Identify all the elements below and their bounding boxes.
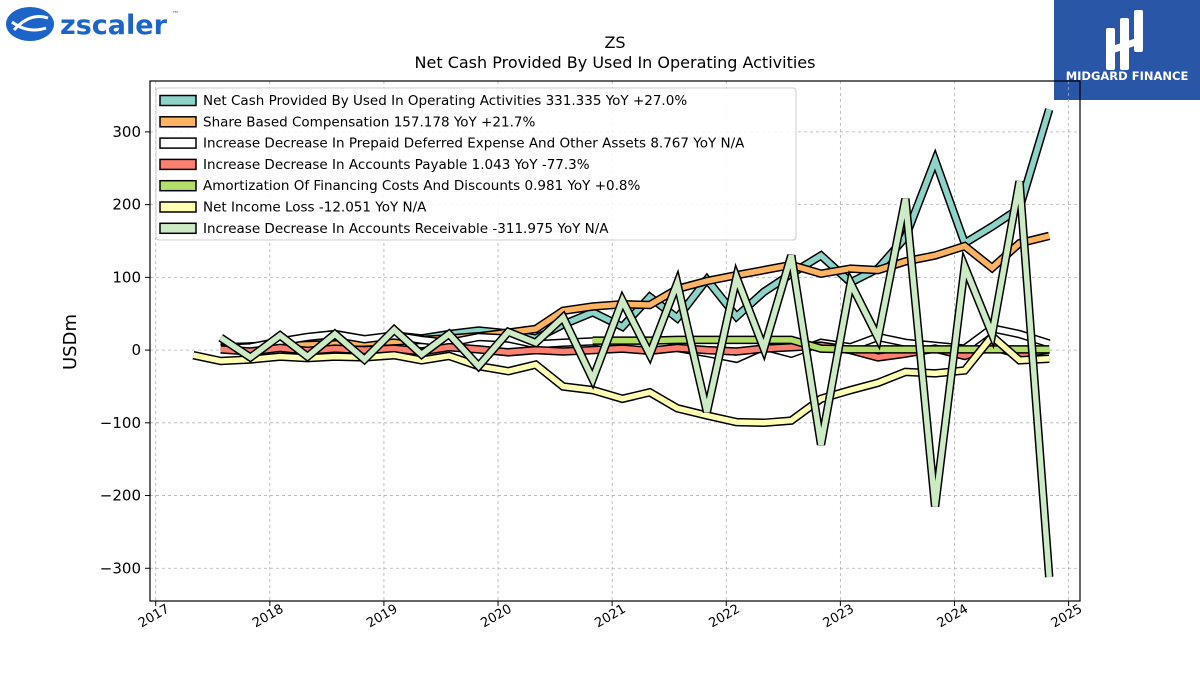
legend-entry-1: Share Based Compensation 157.178 YoY +21… xyxy=(203,114,535,130)
zscaler-logo-trademark: ™ xyxy=(172,10,179,18)
y-axis-label: USDm xyxy=(60,314,81,370)
midgard-logo-mark xyxy=(1106,10,1143,70)
series-layer xyxy=(192,108,1054,578)
legend-entry-3: Increase Decrease In Accounts Payable 1.… xyxy=(203,157,590,173)
x-tick-label: 2022 xyxy=(707,602,743,632)
legend-entry-4: Amortization Of Financing Costs And Disc… xyxy=(203,178,640,194)
chart-subtitle: Net Cash Provided By Used In Operating A… xyxy=(415,53,816,72)
y-tick-label: −200 xyxy=(100,487,141,505)
x-tick-label: 2023 xyxy=(821,602,857,632)
x-tick-label: 2021 xyxy=(592,602,628,632)
legend-swatch-1 xyxy=(159,116,197,128)
midgard-logo-text: MIDGARD FINANCE xyxy=(1066,69,1189,83)
series-line-5 xyxy=(192,332,1050,426)
legend-entry-2: Increase Decrease In Prepaid Deferred Ex… xyxy=(203,136,745,152)
series-line-6 xyxy=(219,180,1052,578)
zscaler-logo-text: zscaler xyxy=(60,10,168,41)
legend-swatch-3 xyxy=(159,158,197,171)
series-line-4 xyxy=(592,337,1050,353)
midgard-finance-logo: MIDGARD FINANCE xyxy=(1054,0,1200,100)
y-tick-label: 200 xyxy=(112,196,141,214)
legend-swatch-2 xyxy=(159,137,197,149)
legend-swatch-4 xyxy=(159,179,197,192)
legend-entry-6: Increase Decrease In Accounts Receivable… xyxy=(203,221,609,237)
legend-swatch-5 xyxy=(159,201,197,213)
y-tick-label: 300 xyxy=(112,123,141,141)
legend-entry-5: Net Income Loss -12.051 YoY N/A xyxy=(203,200,427,216)
chart-title: ZS xyxy=(604,33,625,52)
y-tick-label: −300 xyxy=(100,559,141,577)
y-tick-label: 100 xyxy=(112,268,141,286)
legend-swatch-6 xyxy=(159,222,197,235)
x-tick-label: 2020 xyxy=(478,602,514,632)
y-tick-label: −100 xyxy=(100,414,141,432)
legend-entry-0: Net Cash Provided By Used In Operating A… xyxy=(203,93,687,109)
x-tick-label: 2024 xyxy=(935,602,971,632)
x-tick-label: 2019 xyxy=(364,602,400,632)
zscaler-logo: zscaler ™ xyxy=(6,7,179,41)
legend-box xyxy=(155,87,797,241)
x-tick-label: 2018 xyxy=(250,602,286,632)
plot-frame xyxy=(149,80,1081,602)
y-tick-label: 0 xyxy=(131,341,141,359)
legend: Net Cash Provided By Used In Operating A… xyxy=(155,87,797,241)
legend-swatch-0 xyxy=(159,94,197,107)
x-tick-label: 2025 xyxy=(1049,602,1085,632)
x-tick-label: 2017 xyxy=(136,602,172,632)
